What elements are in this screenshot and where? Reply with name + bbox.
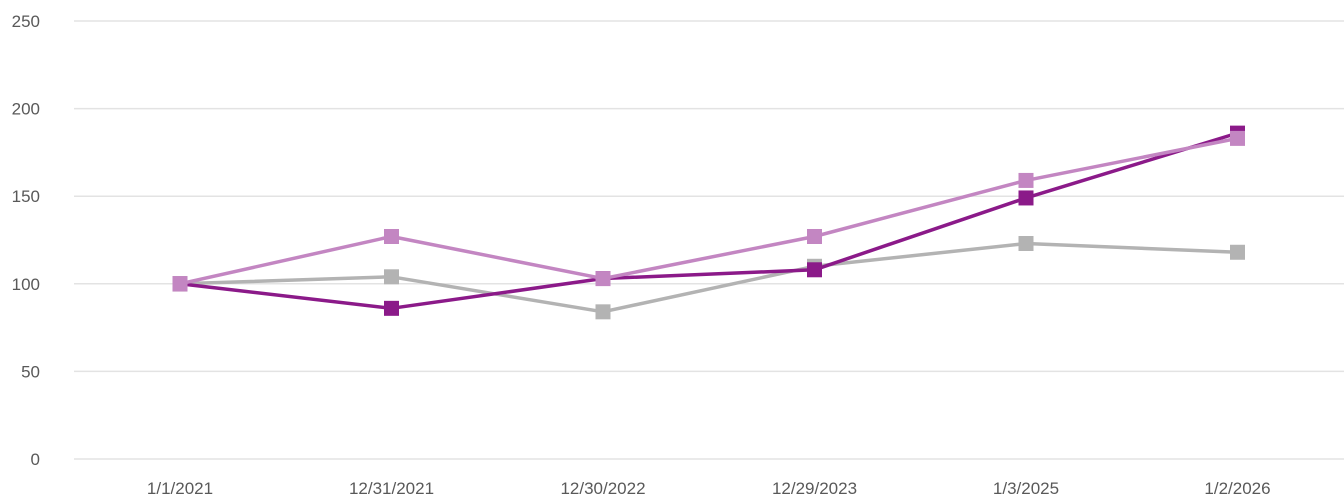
data-point-marker	[384, 269, 399, 285]
data-point-marker	[595, 304, 611, 320]
series-1	[172, 130, 1245, 292]
x-tick-label: 1/2/2026	[1204, 479, 1270, 498]
data-point-marker	[595, 271, 611, 287]
data-point-marker	[807, 228, 822, 244]
x-tick-label: 1/1/2021	[147, 479, 213, 498]
data-point-marker	[1018, 236, 1034, 252]
y-tick-label: 50	[21, 362, 40, 381]
y-tick-label: 150	[12, 187, 40, 206]
data-point-marker	[1018, 190, 1034, 206]
series-line	[179, 241, 1238, 314]
y-tick-label: 250	[12, 12, 40, 31]
data-point-marker	[1230, 130, 1245, 146]
data-point-marker	[807, 262, 822, 278]
x-axis-tick-labels: 1/1/2021 12/31/2021 12/30/2022 12/29/2023 1/…	[147, 479, 1271, 498]
data-point-marker	[1018, 172, 1034, 188]
series-line	[179, 131, 1239, 311]
data-point-marker	[384, 228, 399, 244]
series-line	[179, 136, 1238, 286]
x-tick-label: 12/31/2021	[349, 479, 434, 498]
y-axis-tick-labels: 0 50 100 150 200 250	[12, 12, 40, 469]
data-point-marker	[172, 276, 188, 292]
y-tick-label: 0	[31, 450, 40, 469]
x-tick-label: 1/3/2025	[993, 479, 1059, 498]
y-tick-label: 200	[12, 100, 40, 119]
x-tick-label: 12/29/2023	[772, 479, 857, 498]
data-point-marker	[384, 300, 399, 316]
data-point-marker	[1230, 244, 1245, 260]
series-lines	[172, 125, 1245, 320]
y-tick-label: 100	[12, 275, 40, 294]
gridlines	[74, 20, 1344, 460]
x-tick-label: 12/30/2022	[560, 479, 645, 498]
